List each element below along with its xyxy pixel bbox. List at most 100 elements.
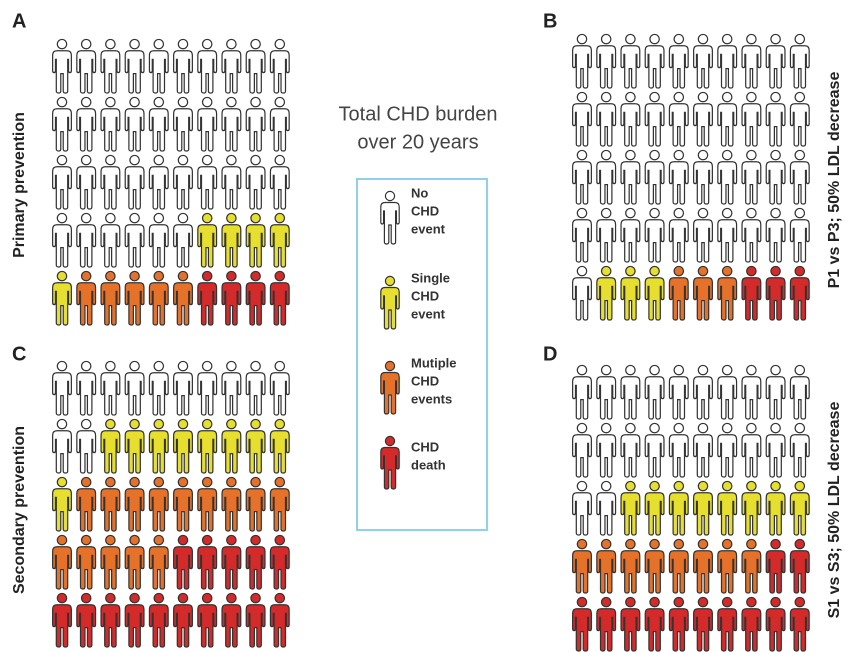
person-icon bbox=[692, 596, 714, 652]
person-icon bbox=[596, 422, 617, 478]
person-icon bbox=[644, 149, 665, 205]
person-icon bbox=[789, 265, 810, 321]
person-icon bbox=[717, 596, 738, 652]
person-icon bbox=[148, 534, 169, 590]
person-icon bbox=[692, 265, 714, 321]
person-icon bbox=[172, 534, 194, 590]
person-icon bbox=[269, 418, 290, 474]
person-icon bbox=[644, 265, 665, 321]
person-icon bbox=[765, 91, 786, 147]
person-icon bbox=[765, 480, 786, 536]
person-icon bbox=[172, 270, 194, 326]
person-icon bbox=[245, 360, 266, 416]
person-icon bbox=[269, 592, 290, 648]
person-icon bbox=[100, 270, 121, 326]
person-icon bbox=[221, 534, 242, 590]
person-icon bbox=[596, 265, 617, 321]
person-icon bbox=[269, 360, 290, 416]
person-icon bbox=[741, 149, 762, 205]
person-icon bbox=[148, 96, 169, 152]
person-icon bbox=[789, 91, 810, 147]
person-icon bbox=[692, 422, 714, 478]
person-icon bbox=[269, 476, 290, 532]
person-icon bbox=[148, 360, 169, 416]
person-icon bbox=[148, 38, 169, 94]
person-icon bbox=[245, 96, 266, 152]
person-icon bbox=[571, 480, 593, 536]
person-icon bbox=[644, 596, 665, 652]
person-icon bbox=[172, 418, 194, 474]
person-icon bbox=[596, 480, 617, 536]
person-icon bbox=[124, 360, 145, 416]
person-icon bbox=[51, 418, 73, 474]
person-icon bbox=[269, 270, 290, 326]
person-icon bbox=[221, 360, 242, 416]
person-icon bbox=[100, 476, 121, 532]
person-icon bbox=[717, 422, 738, 478]
person-icon bbox=[124, 534, 145, 590]
person-icon bbox=[596, 207, 617, 263]
person-icon bbox=[741, 364, 762, 420]
person-icon bbox=[197, 534, 218, 590]
legend-label: CHD bbox=[411, 439, 439, 454]
person-icon bbox=[269, 96, 290, 152]
legend-label: death bbox=[411, 457, 446, 472]
person-icon bbox=[644, 91, 665, 147]
person-icon bbox=[197, 270, 218, 326]
person-icon bbox=[692, 91, 714, 147]
person-icon bbox=[789, 422, 810, 478]
person-icon bbox=[571, 207, 593, 263]
person-icon bbox=[668, 422, 689, 478]
person-icon bbox=[717, 207, 738, 263]
legend-label: Single bbox=[411, 270, 450, 285]
person-icon bbox=[717, 265, 738, 321]
person-icon bbox=[692, 480, 714, 536]
panel-label: Primary prevention bbox=[11, 112, 28, 258]
person-icon bbox=[100, 96, 121, 152]
person-icon bbox=[668, 364, 689, 420]
person-icon bbox=[51, 360, 73, 416]
legend-label: CHD bbox=[411, 203, 439, 218]
person-icon bbox=[197, 360, 218, 416]
person-icon bbox=[596, 33, 617, 89]
person-icon bbox=[269, 534, 290, 590]
panel-label: S1 vs S3; 50% LDL decrease bbox=[826, 402, 843, 619]
person-icon bbox=[668, 91, 689, 147]
person-icon bbox=[717, 364, 738, 420]
person-icon bbox=[644, 207, 665, 263]
person-icon bbox=[741, 538, 762, 594]
person-icon bbox=[148, 418, 169, 474]
person-icon bbox=[692, 538, 714, 594]
person-icon bbox=[172, 592, 194, 648]
person-icon bbox=[789, 364, 810, 420]
person-icon bbox=[124, 418, 145, 474]
person-icon bbox=[765, 364, 786, 420]
person-icon bbox=[76, 476, 97, 532]
person-icon bbox=[692, 207, 714, 263]
person-icon bbox=[620, 538, 641, 594]
person-icon bbox=[51, 270, 73, 326]
person-icon bbox=[197, 476, 218, 532]
person-icon bbox=[620, 149, 641, 205]
person-icon bbox=[197, 418, 218, 474]
person-icon bbox=[51, 212, 73, 268]
person-icon bbox=[765, 149, 786, 205]
person-icon bbox=[668, 265, 689, 321]
person-icon bbox=[245, 418, 266, 474]
panel-letter: C bbox=[12, 343, 26, 365]
person-icon bbox=[668, 33, 689, 89]
person-icon bbox=[172, 360, 194, 416]
person-icon bbox=[245, 154, 266, 210]
person-icon bbox=[76, 96, 97, 152]
person-icon bbox=[571, 596, 593, 652]
person-icon bbox=[596, 91, 617, 147]
person-icon bbox=[269, 212, 290, 268]
legend-label: events bbox=[411, 391, 452, 406]
person-icon bbox=[620, 207, 641, 263]
person-icon bbox=[172, 96, 194, 152]
person-icon bbox=[668, 207, 689, 263]
person-icon bbox=[765, 538, 786, 594]
person-icon bbox=[148, 476, 169, 532]
person-icon bbox=[76, 154, 97, 210]
